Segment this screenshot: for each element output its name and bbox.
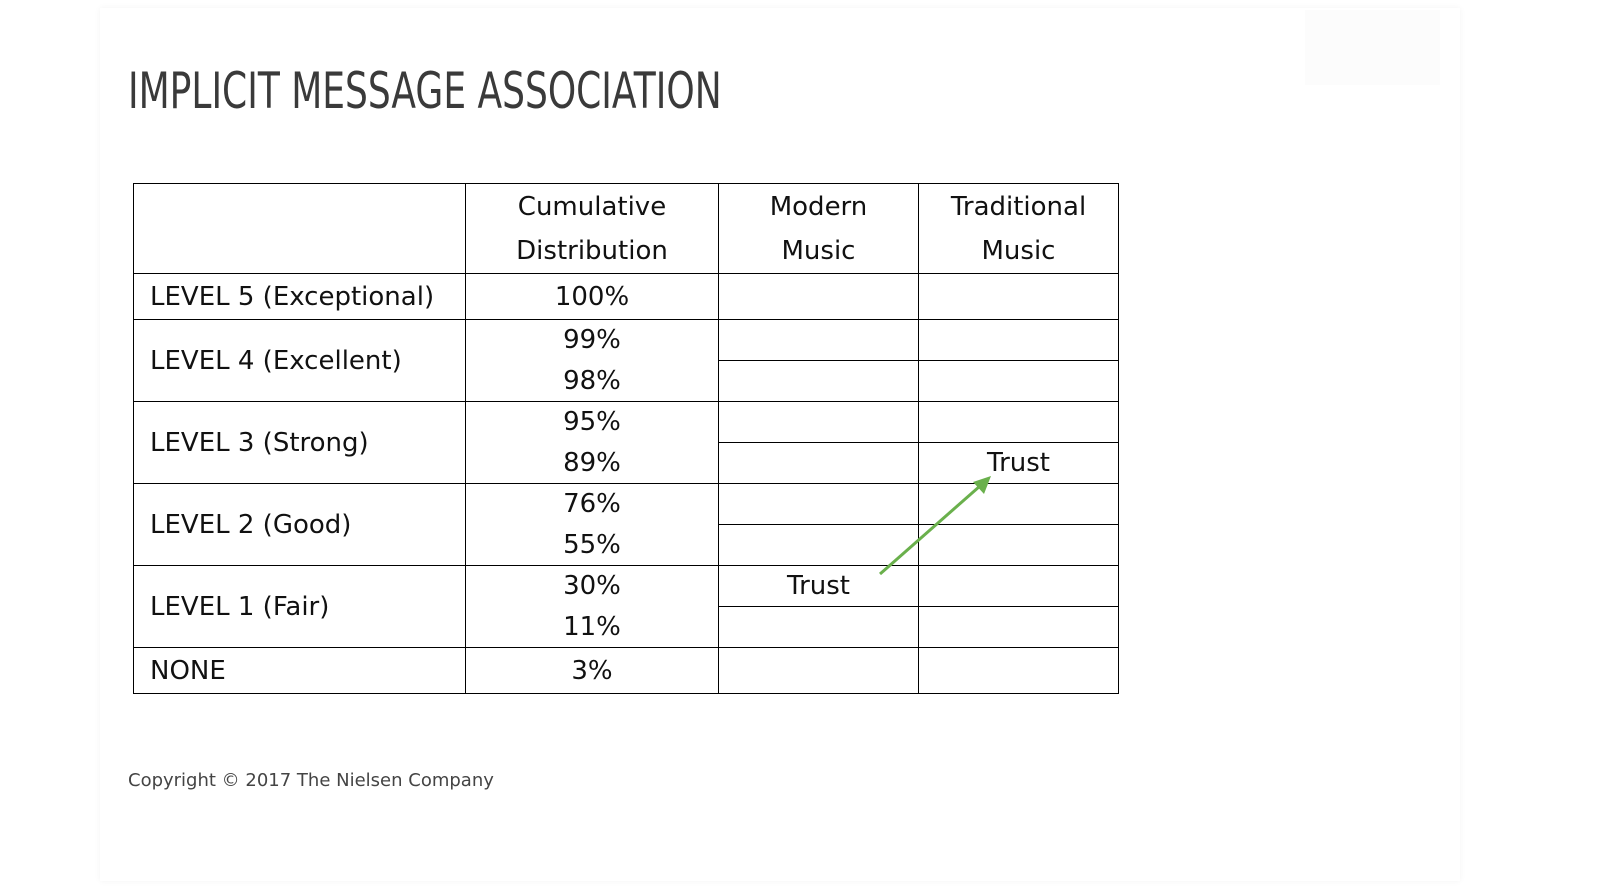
modern-trust-cell: Trust xyxy=(718,565,919,607)
traditional-trust-cell: Trust xyxy=(918,442,1119,484)
table-row: LEVEL 3 (Strong) 95% xyxy=(133,401,1119,484)
distribution-cell: 99% xyxy=(465,319,719,361)
row-label: LEVEL 3 (Strong) xyxy=(133,401,466,484)
modern-cell xyxy=(718,483,919,525)
row-label: LEVEL 1 (Fair) xyxy=(133,565,466,648)
traditional-cell xyxy=(918,647,1119,694)
row-label: LEVEL 2 (Good) xyxy=(133,483,466,566)
distribution-cell: 89% xyxy=(465,442,719,484)
table-row: 11% xyxy=(134,606,1119,648)
traditional-cell xyxy=(918,319,1119,361)
header-text: Distribution xyxy=(516,235,668,266)
traditional-cell xyxy=(918,606,1119,648)
row-label: LEVEL 4 (Excellent) xyxy=(133,319,466,402)
slide-title: IMPLICIT MESSAGE ASSOCIATION xyxy=(128,62,722,120)
distribution-cell: 100% xyxy=(465,273,719,320)
table-row: LEVEL 4 (Excellent) 99% xyxy=(133,319,1119,402)
modern-cell xyxy=(718,442,919,484)
header-empty-cell xyxy=(133,183,466,274)
table-row: NONE 3% xyxy=(133,647,1119,694)
modern-cell xyxy=(718,401,919,443)
distribution-cell: 98% xyxy=(465,360,719,402)
header-text: Music xyxy=(981,235,1056,266)
table-row: LEVEL 1 (Fair) 30% Trust xyxy=(133,565,1119,648)
header-cumulative-distribution: Cumulative Distribution xyxy=(465,183,719,274)
header-text: Modern xyxy=(769,191,868,222)
table-row: 89% Trust xyxy=(134,442,1119,484)
traditional-cell xyxy=(918,565,1119,607)
level-table: Cumulative Distribution Modern Music Tra… xyxy=(133,183,1119,694)
header-traditional-music: Traditional Music xyxy=(918,183,1119,274)
traditional-cell xyxy=(918,360,1119,402)
distribution-cell: 11% xyxy=(465,606,719,648)
header-text: Traditional xyxy=(950,191,1087,222)
traditional-cell xyxy=(918,401,1119,443)
modern-cell xyxy=(718,273,919,320)
table-row: 98% xyxy=(134,360,1119,402)
modern-cell xyxy=(718,606,919,648)
header-modern-music: Modern Music xyxy=(718,183,919,274)
row-label: LEVEL 5 (Exceptional) xyxy=(133,273,466,320)
modern-cell xyxy=(718,360,919,402)
distribution-cell: 95% xyxy=(465,401,719,443)
header-text: Music xyxy=(781,235,856,266)
modern-cell xyxy=(718,647,919,694)
ghost-panel xyxy=(1305,10,1440,85)
copyright-text: Copyright © 2017 The Nielsen Company xyxy=(128,770,494,791)
traditional-cell xyxy=(918,273,1119,320)
traditional-cell xyxy=(918,524,1119,566)
distribution-cell: 3% xyxy=(465,647,719,694)
header-text: Cumulative xyxy=(517,191,667,222)
traditional-cell xyxy=(918,483,1119,525)
modern-cell xyxy=(718,524,919,566)
distribution-cell: 55% xyxy=(465,524,719,566)
table-row: LEVEL 5 (Exceptional) 100% xyxy=(133,273,1119,320)
modern-cell xyxy=(718,319,919,361)
table-row: LEVEL 2 (Good) 76% xyxy=(133,483,1119,566)
distribution-cell: 30% xyxy=(465,565,719,607)
table-header-row: Cumulative Distribution Modern Music Tra… xyxy=(133,183,1119,274)
row-label: NONE xyxy=(133,647,466,694)
distribution-cell: 76% xyxy=(465,483,719,525)
